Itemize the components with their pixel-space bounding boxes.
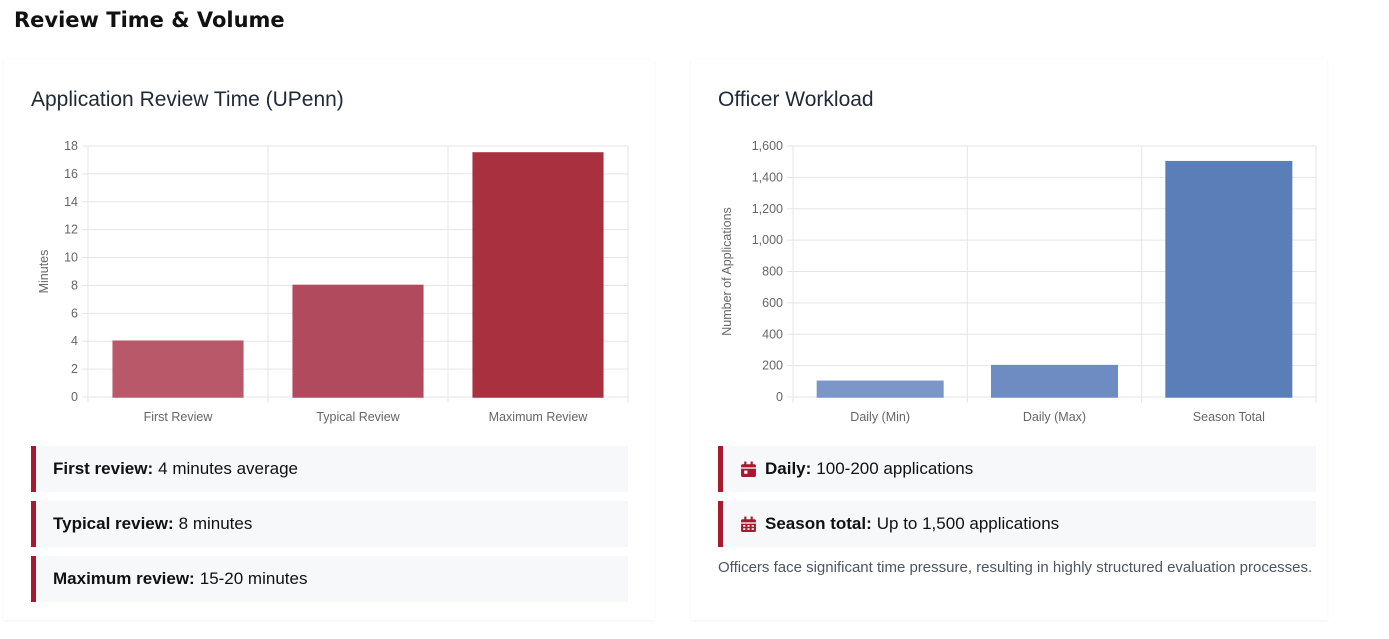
workload-footnote: Officers face significant time pressure,… xyxy=(718,559,1313,576)
bar xyxy=(472,152,604,398)
first-review-note: First review: 4 minutes average xyxy=(31,446,628,492)
y-tick-label: 1,000 xyxy=(752,233,783,247)
note-label: Season total: xyxy=(765,514,872,533)
season-total-note: Season total: Up to 1,500 applications xyxy=(718,501,1316,547)
daily-note: Daily: 100-200 applications xyxy=(718,446,1316,492)
y-tick-label: 2 xyxy=(71,362,78,376)
bar xyxy=(112,340,244,398)
y-tick-label: 0 xyxy=(71,390,78,404)
y-tick-label: 6 xyxy=(71,306,78,320)
review-time-card: Application Review Time (UPenn) 0 2 4 6 8 10 1… xyxy=(4,60,654,620)
y-tick-label: 1,600 xyxy=(752,139,783,153)
officer-workload-title: Officer Workload xyxy=(718,88,874,111)
note-text: Up to 1,500 applications xyxy=(876,514,1060,533)
note-text: 4 minutes average xyxy=(158,459,299,478)
y-tick-label: 1,200 xyxy=(752,202,783,216)
y-tick-label: 1,400 xyxy=(752,170,783,184)
y-tick-label: 0 xyxy=(776,390,783,404)
x-tick-label: Daily (Min) xyxy=(850,410,910,424)
note-label: Maximum review: xyxy=(53,569,195,588)
note-text: 8 minutes xyxy=(178,514,253,533)
note-text: 15-20 minutes xyxy=(199,569,308,588)
y-tick-label: 800 xyxy=(762,265,783,279)
review-time-title: Application Review Time (UPenn) xyxy=(31,88,344,111)
typical-review-note: Typical review: 8 minutes xyxy=(31,501,628,547)
x-tick-label: Typical Review xyxy=(316,410,400,424)
y-tick-label: 200 xyxy=(762,359,783,373)
maximum-review-note: Maximum review: 15-20 minutes xyxy=(31,556,628,602)
review-time-chart: 0 2 4 6 8 10 12 14 16 18 First Review Typical Revie… xyxy=(37,139,629,424)
y-tick-label: 18 xyxy=(64,139,78,153)
x-tick-label: Maximum Review xyxy=(489,410,589,424)
bar xyxy=(990,364,1119,398)
note-label: Daily: xyxy=(765,459,812,478)
note-label: First review: xyxy=(53,459,154,478)
y-tick-label: 600 xyxy=(762,296,783,310)
x-tick-label: Daily (Max) xyxy=(1023,410,1086,424)
calendar-grid-icon xyxy=(741,516,756,532)
y-axis-label: Minutes xyxy=(37,250,51,294)
section-title: Review Time & Volume xyxy=(14,8,285,32)
y-tick-label: 4 xyxy=(71,334,78,348)
officer-workload-chart: 0 200 400 600 800 1,000 1,200 1,400 1,600 Daily (… xyxy=(720,139,1317,424)
y-tick-label: 12 xyxy=(64,223,78,237)
bar xyxy=(816,380,944,398)
y-tick-label: 16 xyxy=(64,167,78,181)
bar xyxy=(292,284,424,398)
note-text: 100-200 applications xyxy=(816,459,974,478)
y-tick-label: 14 xyxy=(64,195,78,209)
x-tick-label: First Review xyxy=(144,410,214,424)
y-axis-label: Number of Applications xyxy=(720,207,734,336)
calendar-icon xyxy=(741,461,756,477)
y-tick-label: 400 xyxy=(762,327,783,341)
x-tick-label: Season Total xyxy=(1193,410,1265,424)
y-tick-label: 8 xyxy=(71,278,78,292)
y-tick-label: 10 xyxy=(64,251,78,265)
bar xyxy=(1165,160,1293,398)
note-label: Typical review: xyxy=(53,514,174,533)
officer-workload-card: Officer Workload 0 200 400 600 800 1,000 1,200… xyxy=(691,60,1327,620)
